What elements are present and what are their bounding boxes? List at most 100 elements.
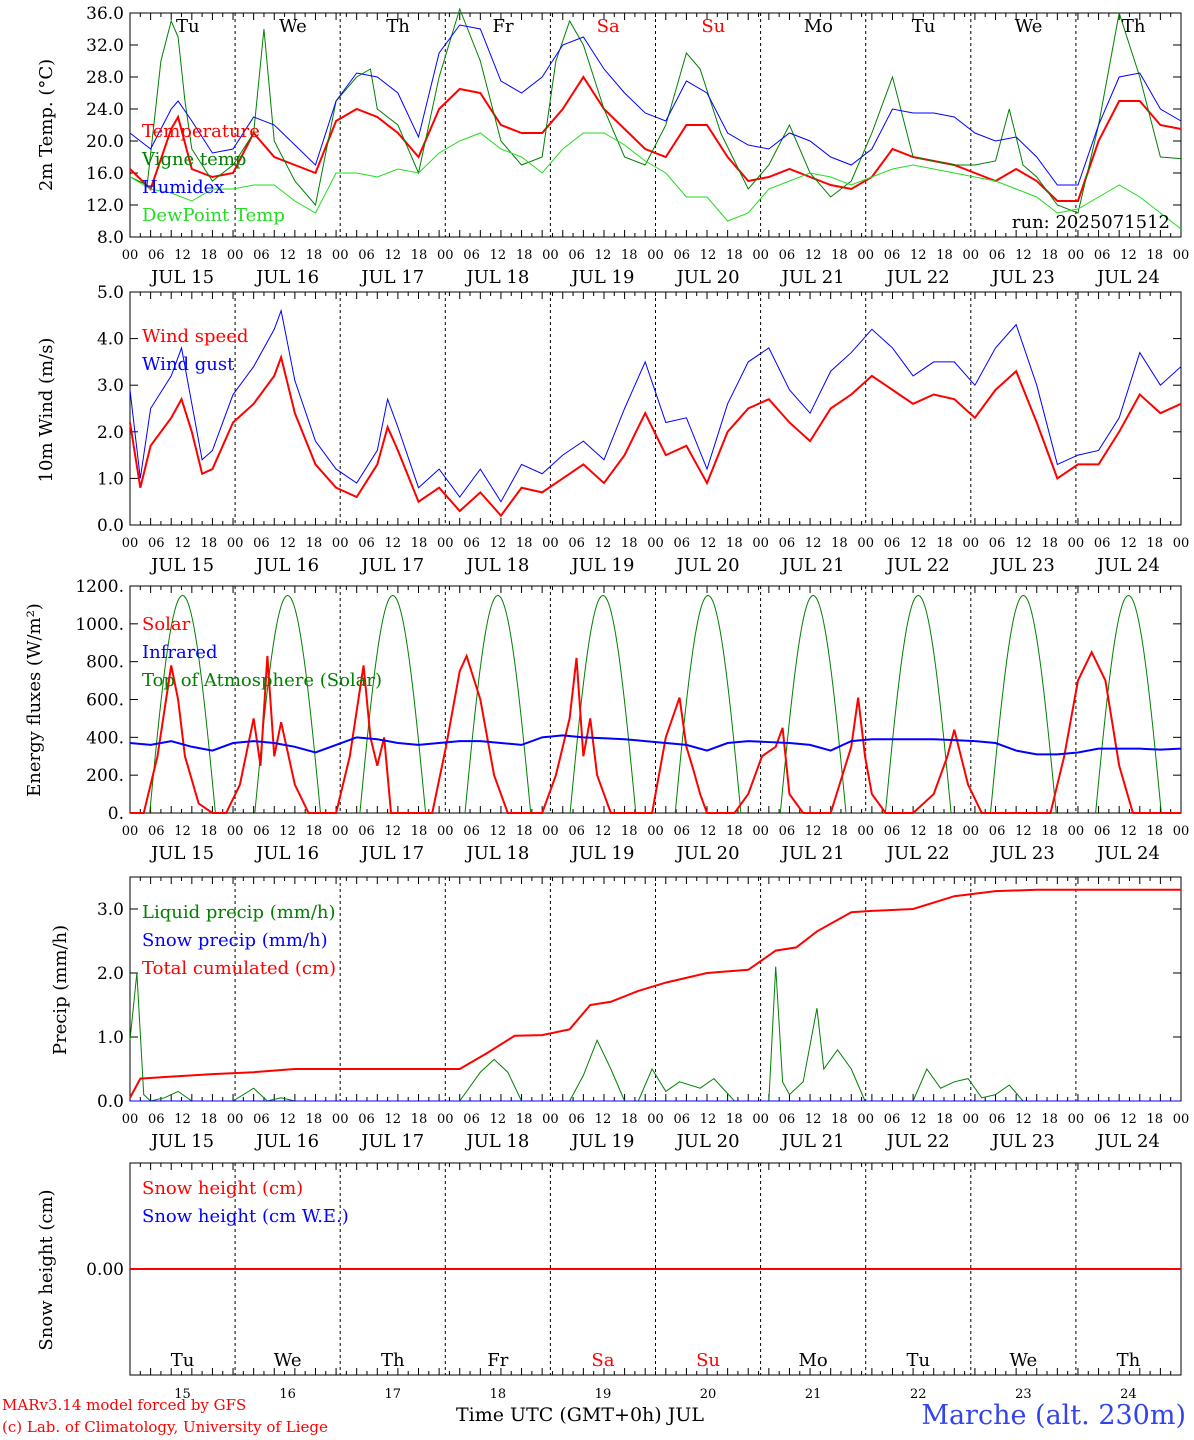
hour-tick-label: 06 — [358, 248, 375, 263]
y-tick-label: 3.0 — [97, 376, 124, 396]
date-label: JUL 15 — [149, 1131, 214, 1152]
hour-tick-label: 00 — [752, 248, 769, 263]
y-tick-label: 1000. — [75, 615, 124, 635]
day-number: 18 — [490, 1387, 507, 1402]
station-name: Marche (alt. 230m) — [921, 1400, 1186, 1431]
hour-tick-label: 06 — [358, 824, 375, 839]
hour-tick-label: 06 — [148, 248, 165, 263]
hour-tick-label: 00 — [963, 536, 980, 551]
day-label: Su — [701, 16, 725, 37]
hour-tick-label: 06 — [463, 536, 480, 551]
series-toa-solar-day — [1095, 594, 1162, 814]
hour-tick-label: 12 — [490, 824, 507, 839]
date-label: JUL 22 — [885, 267, 950, 288]
hour-tick-label: 00 — [857, 536, 874, 551]
day-number: 16 — [279, 1387, 296, 1402]
hour-tick-label: 18 — [411, 824, 428, 839]
date-label: JUL 18 — [464, 267, 529, 288]
y-tick-label: 3.0 — [97, 900, 124, 920]
day-label: Su — [696, 1350, 720, 1371]
hour-tick-label: 00 — [647, 248, 664, 263]
hour-tick-label: 06 — [884, 824, 901, 839]
hour-tick-label: 12 — [490, 536, 507, 551]
y-tick-label: 1200. — [75, 577, 124, 597]
hour-tick-label: 00 — [227, 824, 244, 839]
hour-tick-label: 06 — [674, 824, 691, 839]
hour-tick-label: 12 — [1015, 824, 1032, 839]
series-humidex — [129, 24, 1182, 186]
date-label: JUL 22 — [885, 843, 950, 864]
hour-tick-label: 18 — [1041, 824, 1058, 839]
y-tick-label: 0. — [108, 804, 124, 824]
hour-tick-label: 00 — [332, 1112, 349, 1127]
hour-tick-label: 06 — [253, 824, 270, 839]
date-label: JUL 21 — [780, 267, 845, 288]
date-label: JUL 20 — [675, 1131, 740, 1152]
hour-tick-label: 06 — [1094, 824, 1111, 839]
hour-tick-label: 12 — [174, 1112, 191, 1127]
hour-tick-label: 00 — [752, 536, 769, 551]
y-tick-label: 20.0 — [86, 132, 124, 152]
date-label: JUL 16 — [254, 1131, 319, 1152]
hour-tick-label: 12 — [384, 536, 401, 551]
date-label: JUL 24 — [1095, 1131, 1160, 1152]
hour-tick-label: 06 — [358, 1112, 375, 1127]
legend-snow-height-cm-: Snow height (cm) — [142, 1178, 303, 1199]
hour-tick-label: 00 — [1068, 824, 1085, 839]
hour-tick-label: 00 — [542, 536, 559, 551]
hour-tick-label: 00 — [227, 1112, 244, 1127]
day-label: We — [1015, 16, 1043, 37]
hour-tick-label: 12 — [1015, 536, 1032, 551]
y-tick-label: 8.0 — [97, 228, 124, 248]
day-label: Sa — [597, 16, 620, 37]
hour-tick-label: 18 — [306, 248, 323, 263]
hour-tick-label: 06 — [674, 248, 691, 263]
panel-4-ylabel: Snow height (cm) — [36, 1189, 57, 1350]
hour-tick-label: 18 — [201, 824, 218, 839]
hour-tick-label: 18 — [726, 536, 743, 551]
date-label: JUL 20 — [675, 267, 740, 288]
day-label: Tu — [171, 1350, 195, 1371]
hour-tick-label: 00 — [752, 824, 769, 839]
hour-tick-label: 00 — [437, 536, 454, 551]
y-tick-label: 0.0 — [97, 516, 124, 536]
hour-tick-label: 18 — [306, 824, 323, 839]
hour-tick-label: 06 — [989, 824, 1006, 839]
hour-tick-label: 06 — [253, 536, 270, 551]
hour-tick-label: 06 — [1094, 1112, 1111, 1127]
hour-tick-label: 18 — [831, 1112, 848, 1127]
hour-tick-label: 00 — [437, 248, 454, 263]
hour-tick-label: 00 — [122, 824, 139, 839]
hour-tick-label: 06 — [989, 536, 1006, 551]
date-label: JUL 21 — [780, 555, 845, 576]
hour-tick-label: 12 — [174, 824, 191, 839]
hour-tick-label: 18 — [516, 1112, 533, 1127]
legend-infrared: Infrared — [142, 642, 217, 663]
hour-tick-label: 00 — [542, 1112, 559, 1127]
hour-tick-label: 12 — [174, 248, 191, 263]
hour-tick-label: 00 — [963, 824, 980, 839]
day-number: 17 — [384, 1387, 401, 1402]
hour-tick-label: 12 — [910, 248, 927, 263]
legend-solar: Solar — [142, 614, 191, 635]
day-label: Mo — [804, 16, 833, 37]
hour-tick-label: 00 — [963, 248, 980, 263]
hour-tick-label: 06 — [989, 1112, 1006, 1127]
hour-tick-label: 12 — [279, 536, 296, 551]
hour-tick-label: 18 — [936, 536, 953, 551]
series-solar — [130, 649, 1181, 814]
hour-tick-label: 00 — [542, 248, 559, 263]
hour-tick-label: 00 — [963, 1112, 980, 1127]
hour-tick-label: 12 — [595, 536, 612, 551]
hour-tick-label: 18 — [621, 824, 638, 839]
hour-tick-label: 00 — [332, 248, 349, 263]
hour-tick-label: 18 — [201, 536, 218, 551]
date-label: JUL 22 — [885, 1131, 950, 1152]
date-label: JUL 16 — [254, 267, 319, 288]
hour-tick-label: 06 — [148, 1112, 165, 1127]
hour-tick-label: 18 — [1041, 1112, 1058, 1127]
day-number: 19 — [595, 1387, 612, 1402]
date-label: JUL 21 — [780, 1131, 845, 1152]
hour-tick-label: 12 — [595, 1112, 612, 1127]
hour-tick-label: 18 — [201, 1112, 218, 1127]
